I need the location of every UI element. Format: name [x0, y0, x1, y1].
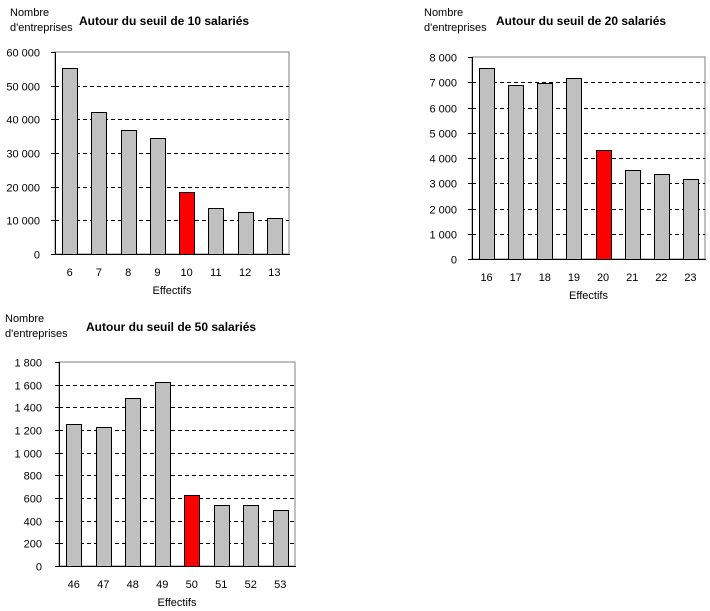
y-tick-label: 0: [34, 250, 40, 262]
y-tick-label: 1 000: [429, 230, 457, 242]
bar-11: [208, 208, 224, 255]
bar-46: [66, 424, 82, 567]
bar-50: [184, 495, 200, 567]
y-tick-label: 1 400: [14, 403, 42, 415]
y-tick-label: 4 000: [429, 154, 457, 166]
x-tick-label: 16: [480, 272, 492, 284]
x-tick-label: 22: [655, 272, 667, 284]
chart-title: Autour du seuil de 10 salariés: [79, 14, 249, 28]
x-tick-label: 53: [274, 579, 286, 591]
bar-47: [96, 427, 112, 567]
y-tick-label: 60 000: [6, 48, 40, 60]
y-axis-label: Nombre: [5, 313, 44, 325]
bar-17: [508, 85, 524, 260]
chart-title: Autour du seuil de 50 salariés: [86, 320, 256, 334]
y-tick-label: 200: [24, 539, 42, 551]
bar-20: [596, 150, 612, 260]
x-tick-label: 17: [510, 272, 522, 284]
x-tick-label: 49: [156, 579, 168, 591]
x-tick-label: 9: [154, 267, 160, 279]
bar-10: [179, 192, 195, 255]
bar-48: [125, 398, 141, 567]
x-tick-label: 8: [125, 267, 131, 279]
x-tick-label: 7: [96, 267, 102, 279]
y-tick-label: 0: [36, 562, 42, 574]
x-tick-label: 20: [597, 272, 609, 284]
x-tick-label: 52: [245, 579, 257, 591]
x-tick-label: 48: [127, 579, 139, 591]
bar-13: [267, 218, 283, 255]
x-tick-label: 11: [210, 267, 221, 279]
chart-1: Nombre d'entreprises Autour du seuil de 20…: [424, 7, 706, 302]
y-axis-label: d'entreprises: [5, 328, 68, 340]
bar-16: [479, 68, 495, 260]
y-tick-label: 7 000: [429, 78, 457, 90]
bar-9: [150, 138, 166, 255]
chart-0: Nombre d'entreprises Autour du seuil de 10…: [6, 7, 290, 297]
bar-19: [566, 78, 582, 260]
y-tick-label: 5 000: [429, 129, 457, 141]
y-axis-label: Nombre: [424, 7, 463, 19]
x-tick-label: 6: [67, 267, 73, 279]
x-tick-label: 12: [239, 267, 251, 279]
x-tick-label: 19: [568, 272, 580, 284]
x-tick-label: 47: [97, 579, 109, 591]
bar-53: [273, 510, 289, 567]
y-tick-label: 2 000: [429, 205, 457, 217]
plot-frame: [58, 361, 296, 567]
y-tick-label: 10 000: [6, 216, 40, 228]
bar-12: [238, 212, 254, 255]
chart-2: Nombre d'entreprises Autour du seuil de 50…: [5, 313, 296, 609]
chart-title: Autour du seuil de 20 salariés: [496, 14, 666, 28]
x-tick-label: 46: [68, 579, 80, 591]
x-tick-label: 50: [186, 579, 198, 591]
bar-51: [214, 505, 230, 567]
bar-18: [537, 83, 553, 260]
y-tick-label: 40 000: [6, 115, 40, 127]
y-tick-label: 600: [24, 494, 42, 506]
y-tick-label: 50 000: [6, 82, 40, 94]
bar-49: [155, 382, 171, 567]
y-tick-label: 0: [451, 255, 457, 267]
x-axis-label: Effectifs: [153, 285, 192, 297]
y-tick-label: 30 000: [6, 149, 40, 161]
x-tick-label: 51: [215, 579, 227, 591]
bar-7: [91, 112, 107, 255]
y-tick-label: 1 200: [14, 426, 42, 438]
bar-6: [62, 68, 78, 255]
bar-21: [625, 170, 641, 260]
x-tick-label: 21: [626, 272, 638, 284]
y-axis-label: d'entreprises: [10, 22, 73, 34]
y-axis-label: Nombre: [10, 7, 49, 19]
y-tick-label: 8 000: [429, 53, 457, 65]
y-tick-label: 1 800: [14, 358, 42, 370]
y-axis-label: d'entreprises: [424, 22, 487, 34]
x-tick-label: 10: [181, 267, 193, 279]
y-tick-label: 400: [24, 517, 42, 529]
bar-8: [121, 130, 137, 255]
x-axis-label: Effectifs: [569, 290, 608, 302]
x-axis-label: Effectifs: [158, 597, 197, 609]
y-tick-label: 3 000: [429, 179, 457, 191]
x-tick-label: 23: [684, 272, 696, 284]
bar-23: [683, 179, 699, 260]
bar-52: [243, 505, 259, 567]
y-tick-label: 20 000: [6, 183, 40, 195]
bar-22: [654, 174, 670, 260]
y-tick-label: 6 000: [429, 104, 457, 116]
y-tick-label: 800: [24, 471, 42, 483]
y-tick-label: 1 000: [14, 449, 42, 461]
y-tick-label: 1 600: [14, 381, 42, 393]
x-tick-label: 13: [268, 267, 280, 279]
x-tick-label: 18: [539, 272, 551, 284]
